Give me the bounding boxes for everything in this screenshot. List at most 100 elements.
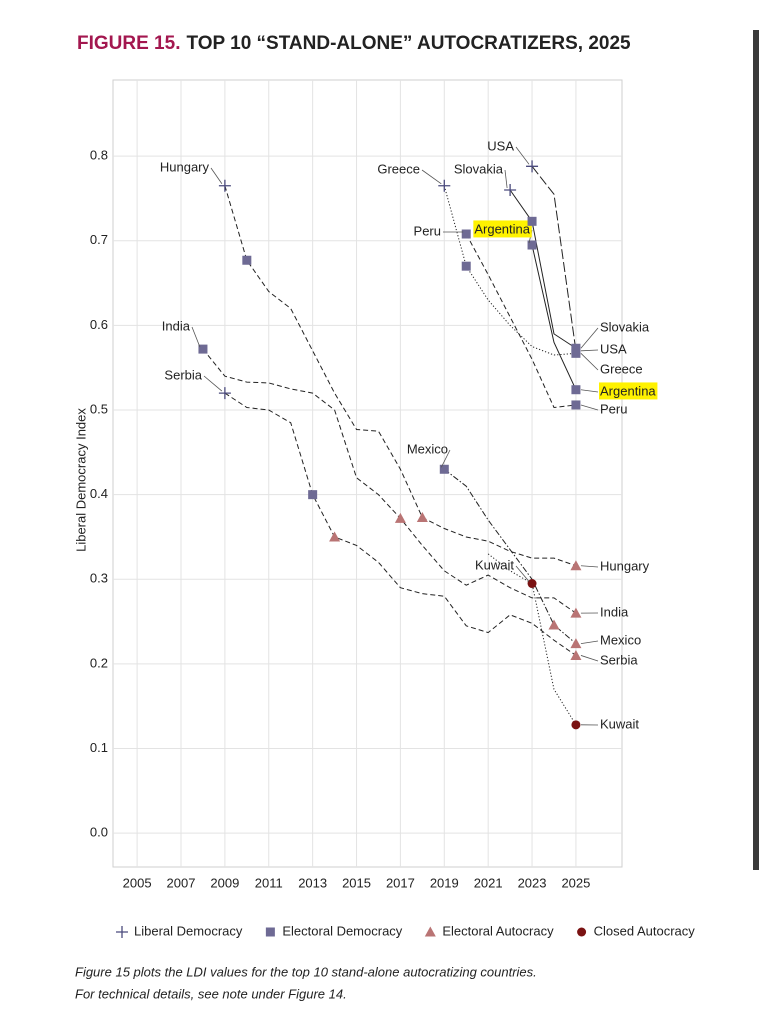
- plot-frame: [112, 79, 623, 868]
- label-connector: [203, 375, 223, 392]
- series-label: India: [600, 604, 629, 619]
- series-label: India: [162, 318, 191, 333]
- data-marker: [570, 607, 582, 618]
- series-label: Slovakia: [454, 161, 504, 176]
- data-marker: [570, 638, 582, 649]
- data-marker: [218, 179, 231, 192]
- data-marker: [308, 490, 318, 500]
- series-label: Kuwait: [600, 716, 639, 731]
- series-label: USA: [487, 138, 514, 153]
- label-connector: [580, 404, 599, 411]
- data-marker: [571, 400, 581, 410]
- data-marker: [548, 619, 560, 630]
- figure-title: TOP 10 “STAND-ALONE” AUTOCRATIZERS, 2025: [186, 33, 631, 54]
- y-tick-label: 0.2: [90, 655, 108, 670]
- data-marker: [526, 160, 539, 173]
- data-marker: [242, 255, 252, 265]
- data-marker: [198, 344, 208, 354]
- series-label: Mexico: [600, 632, 641, 647]
- data-marker: [570, 560, 582, 571]
- series-label: Argentina: [474, 221, 530, 236]
- data-marker: [438, 179, 451, 192]
- series-label: Hungary: [160, 159, 210, 174]
- series-label: Peru: [414, 223, 441, 238]
- data-marker: [394, 512, 406, 523]
- label-connector: [504, 169, 508, 189]
- data-marker: [570, 649, 582, 660]
- label-connector: [580, 389, 599, 393]
- x-tick-label: 2011: [255, 875, 283, 890]
- data-marker: [527, 240, 537, 250]
- data-marker: [504, 184, 517, 197]
- x-tick-label: 2005: [123, 875, 152, 890]
- series-label: Argentina: [600, 383, 656, 398]
- next-page-edge: [753, 30, 759, 870]
- data-marker: [571, 720, 581, 730]
- data-marker: [527, 216, 537, 226]
- x-tick-label: 2019: [430, 875, 459, 890]
- highlight: [473, 220, 532, 238]
- legend-label: Liberal Democracy: [134, 923, 243, 938]
- series-line: [224, 185, 577, 567]
- label-connector: [580, 349, 599, 352]
- figure-label: FIGURE 15.: [77, 33, 180, 54]
- data-marker: [218, 387, 231, 400]
- data-marker: [329, 531, 341, 542]
- y-tick-label: 0.4: [90, 486, 108, 501]
- caption-line: Figure 15 plots the LDI values for the t…: [75, 964, 537, 979]
- x-tick-label: 2023: [518, 875, 547, 890]
- data-marker: [527, 579, 537, 589]
- highlight: [599, 382, 658, 400]
- y-tick-label: 0.7: [90, 232, 108, 247]
- series-label: Greece: [377, 161, 420, 176]
- series-label: Mexico: [407, 441, 448, 456]
- legend-symbol: [577, 927, 587, 937]
- series-label: Hungary: [600, 558, 650, 573]
- label-connector: [210, 167, 223, 185]
- data-marker: [571, 385, 581, 395]
- x-tick-label: 2009: [210, 875, 239, 890]
- data-marker: [416, 512, 428, 523]
- series-label: Kuwait: [475, 557, 514, 572]
- label-connector: [440, 449, 451, 468]
- label-connector: [515, 565, 530, 582]
- data-marker: [461, 229, 471, 239]
- series-label: Serbia: [164, 367, 202, 382]
- label-connector: [580, 655, 599, 662]
- y-tick-label: 0.1: [90, 740, 108, 755]
- series-line: [509, 189, 577, 349]
- label-connector: [421, 169, 442, 185]
- x-tick-label: 2013: [298, 875, 327, 890]
- label-connector: [580, 327, 599, 349]
- series-label: Peru: [600, 401, 627, 416]
- y-axis-label: Liberal Democracy Index: [73, 408, 88, 552]
- label-connector: [580, 353, 599, 371]
- label-connector: [580, 565, 599, 568]
- y-tick-label: 0.3: [90, 571, 108, 586]
- series-line: [202, 348, 577, 614]
- x-tick-label: 2025: [561, 875, 590, 890]
- data-marker: [461, 261, 471, 271]
- series-label: USA: [600, 341, 627, 356]
- data-marker: [571, 346, 581, 356]
- legend-label: Electoral Democracy: [282, 923, 402, 938]
- x-tick-label: 2015: [342, 875, 371, 890]
- series-label: Serbia: [600, 652, 638, 667]
- data-marker: [439, 464, 449, 474]
- legend-symbol: [265, 927, 275, 937]
- series-line: [531, 244, 577, 390]
- legend-symbol: [116, 926, 128, 938]
- y-tick-label: 0.0: [90, 825, 108, 840]
- label-connector: [580, 640, 599, 644]
- x-tick-label: 2021: [474, 875, 503, 890]
- legend-symbol: [424, 926, 436, 937]
- series-label: Slovakia: [600, 319, 650, 334]
- series-label: Greece: [600, 361, 643, 376]
- y-tick-label: 0.8: [90, 148, 108, 163]
- y-tick-label: 0.5: [90, 401, 108, 416]
- x-tick-label: 2007: [167, 875, 196, 890]
- label-connector: [191, 326, 201, 348]
- x-tick-label: 2017: [386, 875, 415, 890]
- series-line: [531, 166, 577, 351]
